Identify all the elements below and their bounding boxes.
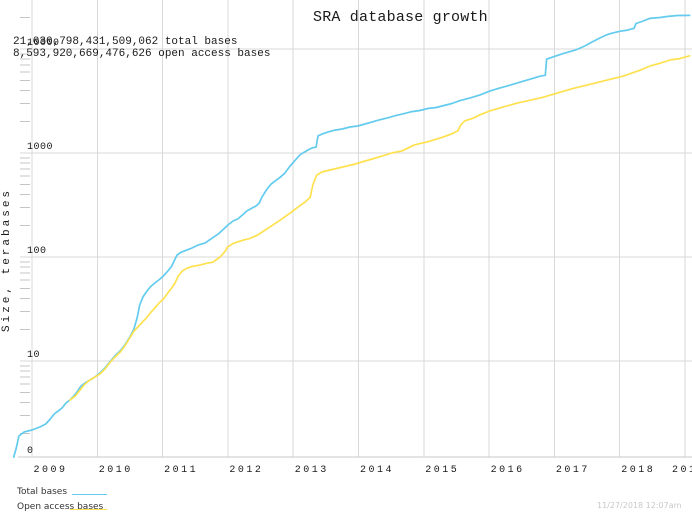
x-tick-label-2015: 2015 — [425, 465, 460, 476]
x-tick-label-2010: 2010 — [98, 465, 133, 476]
legend-line-total — [72, 494, 107, 495]
x-tick-label-2017: 2017 — [555, 465, 590, 476]
x-tick-label-2016: 2016 — [490, 465, 525, 476]
x-tick-label-2012: 2012 — [229, 465, 264, 476]
legend-label-open: Open access bases — [17, 502, 104, 512]
x-tick-label-2011: 2011 — [164, 465, 199, 476]
render-timestamp: 11/27/2018 12:07am — [597, 501, 682, 510]
series-line-total — [12, 14, 691, 458]
total-bases-annotation: 21,030,798,431,509,062 total bases — [13, 36, 238, 48]
legend-line-open — [70, 509, 107, 510]
x-tick-label-2009: 2009 — [33, 465, 68, 476]
y-tick-label-10000: 10000 — [27, 38, 60, 49]
x-tick-label-2014: 2014 — [360, 465, 395, 476]
y-axis-title: Size, terabases — [1, 187, 13, 332]
x-tick-label-2013: 2013 — [294, 465, 329, 476]
x-tick-label-2019: 2019 — [672, 465, 692, 476]
y-tick-label-0: 0 — [27, 446, 34, 457]
series-line-open-access — [69, 54, 691, 402]
y-tick-label-100: 100 — [27, 246, 47, 257]
legend-label-total: Total bases — [17, 487, 68, 497]
chart-title: SRA database growth — [313, 9, 488, 26]
y-tick-label-1000: 1000 — [27, 142, 54, 153]
x-tick-label-2018: 2018 — [621, 465, 656, 476]
y-tick-label-10: 10 — [27, 350, 41, 361]
open-access-bases-annotation: 8,593,920,669,476,626 open access bases — [13, 48, 271, 60]
